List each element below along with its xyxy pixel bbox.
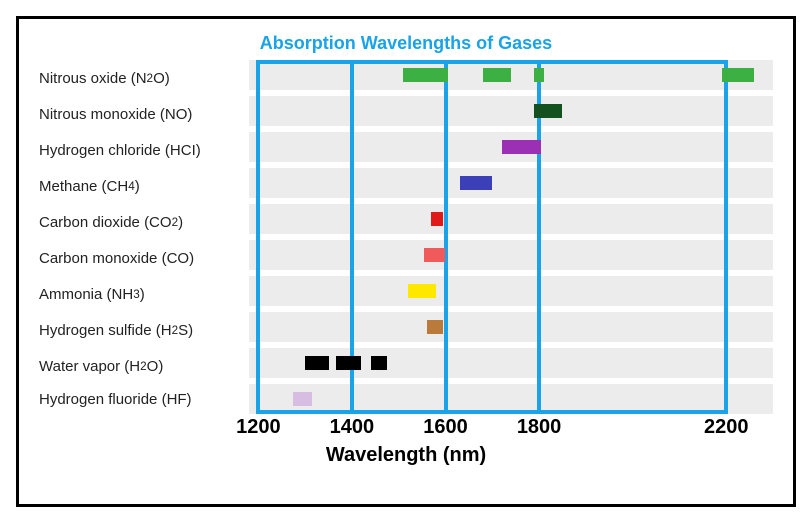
gas-label: Methane (CH4) bbox=[39, 168, 249, 204]
row-stripe bbox=[249, 96, 773, 126]
row-stripe bbox=[249, 240, 773, 270]
gas-label: Hydrogen chloride (HCI) bbox=[39, 132, 249, 168]
absorption-band bbox=[502, 140, 542, 154]
y-axis-labels: Nitrous oxide (N2O)Nitrous monoxide (NO)… bbox=[39, 60, 249, 414]
chart-frame: Absorption Wavelengths of Gases Nitrous … bbox=[16, 16, 796, 507]
row-stripe bbox=[249, 276, 773, 306]
chart-title: Absorption Wavelengths of Gases bbox=[39, 33, 773, 54]
absorption-band bbox=[431, 212, 443, 226]
x-tick: 2200 bbox=[704, 416, 749, 439]
row-stripe bbox=[249, 312, 773, 342]
absorption-band bbox=[371, 356, 387, 370]
row-stripe bbox=[249, 168, 773, 198]
x-tick: 1400 bbox=[330, 416, 375, 439]
row-stripe bbox=[249, 60, 773, 90]
absorption-band bbox=[722, 68, 755, 82]
x-tick: 1600 bbox=[423, 416, 468, 439]
x-tick-labels: 12001400160018002200 bbox=[249, 416, 773, 442]
x-axis-spacer bbox=[39, 416, 249, 442]
page: Absorption Wavelengths of Gases Nitrous … bbox=[0, 0, 812, 523]
absorption-band bbox=[336, 356, 362, 370]
grid-line bbox=[256, 60, 260, 414]
gas-label: Water vapor (H2O) bbox=[39, 348, 249, 384]
chart-container: Nitrous oxide (N2O)Nitrous monoxide (NO)… bbox=[39, 60, 773, 414]
absorption-band bbox=[427, 320, 443, 334]
x-tick: 1800 bbox=[517, 416, 562, 439]
x-axis-title: Wavelength (nm) bbox=[39, 444, 773, 467]
absorption-band bbox=[293, 392, 312, 406]
plot-wrap bbox=[249, 60, 773, 414]
absorption-band bbox=[403, 68, 447, 82]
gas-label: Nitrous monoxide (NO) bbox=[39, 96, 249, 132]
gas-label: Hydrogen fluoride (HF) bbox=[39, 384, 249, 414]
x-axis: 1200 1400 1600 1800 2200 bbox=[39, 416, 773, 442]
absorption-band bbox=[534, 104, 562, 118]
absorption-band bbox=[460, 176, 493, 190]
absorption-band bbox=[483, 68, 511, 82]
absorption-band bbox=[408, 284, 436, 298]
row-stripe bbox=[249, 204, 773, 234]
gas-label: Nitrous oxide (N2O) bbox=[39, 60, 249, 96]
row-stripe bbox=[249, 384, 773, 414]
gas-label: Hydrogen sulfide (H2S) bbox=[39, 312, 249, 348]
grid-line bbox=[444, 60, 448, 414]
plot-area bbox=[249, 60, 773, 414]
absorption-band bbox=[424, 248, 445, 262]
gas-label: Carbon monoxide (CO) bbox=[39, 240, 249, 276]
x-tick: 1200 bbox=[236, 416, 281, 439]
absorption-band bbox=[305, 356, 328, 370]
absorption-band bbox=[534, 68, 543, 82]
grid-line bbox=[724, 60, 728, 414]
gas-label: Ammonia (NH3) bbox=[39, 276, 249, 312]
gas-label: Carbon dioxide (CO2) bbox=[39, 204, 249, 240]
